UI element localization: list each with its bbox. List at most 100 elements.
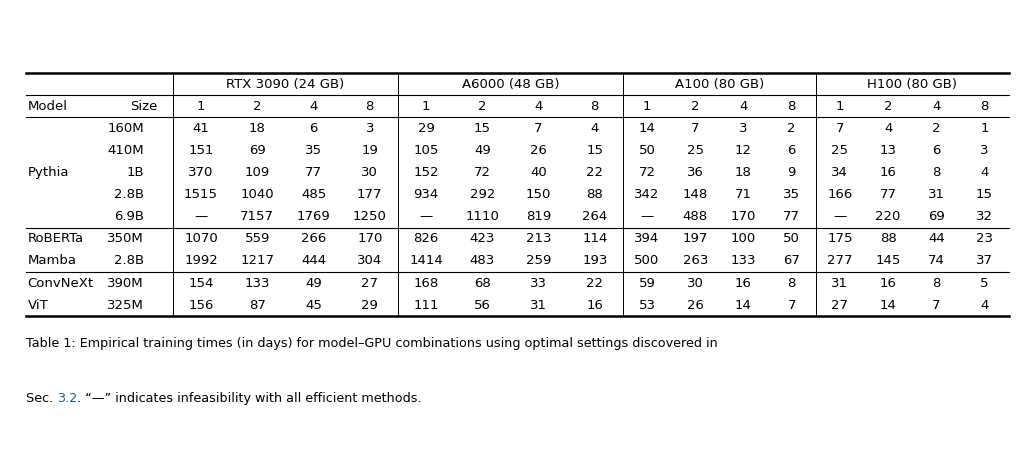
Text: 50: 50	[783, 232, 800, 245]
Text: 1414: 1414	[410, 254, 443, 268]
Text: 29: 29	[361, 299, 378, 312]
Text: 500: 500	[635, 254, 659, 268]
Text: 6: 6	[309, 122, 317, 135]
Text: 6: 6	[787, 144, 796, 157]
Text: 1769: 1769	[297, 211, 331, 223]
Text: 213: 213	[525, 232, 551, 245]
Text: —: —	[834, 211, 847, 223]
Text: 72: 72	[639, 166, 655, 179]
Text: 390M: 390M	[108, 277, 144, 290]
Text: 74: 74	[928, 254, 945, 268]
Text: 3: 3	[366, 122, 374, 135]
Text: 350M: 350M	[108, 232, 144, 245]
Text: 168: 168	[414, 277, 438, 290]
Text: 150: 150	[526, 188, 551, 201]
Text: 133: 133	[731, 254, 756, 268]
Text: 88: 88	[587, 188, 603, 201]
Text: 14: 14	[735, 299, 752, 312]
Text: 151: 151	[188, 144, 214, 157]
Text: 77: 77	[880, 188, 897, 201]
Text: 9: 9	[787, 166, 796, 179]
Text: A100 (80 GB): A100 (80 GB)	[675, 78, 764, 91]
Text: 114: 114	[582, 232, 607, 245]
Text: 826: 826	[414, 232, 438, 245]
Text: A6000 (48 GB): A6000 (48 GB)	[462, 78, 559, 91]
Text: 45: 45	[305, 299, 322, 312]
Text: 197: 197	[683, 232, 708, 245]
Text: 25: 25	[687, 144, 703, 157]
Text: 370: 370	[188, 166, 214, 179]
Text: 1: 1	[836, 100, 844, 113]
Text: 33: 33	[530, 277, 547, 290]
Text: 145: 145	[876, 254, 901, 268]
Text: 50: 50	[639, 144, 655, 157]
Text: 6.9B: 6.9B	[114, 211, 144, 223]
Text: 31: 31	[831, 277, 849, 290]
Text: 2: 2	[932, 122, 941, 135]
Text: 220: 220	[876, 211, 901, 223]
Text: 2.8B: 2.8B	[114, 254, 144, 268]
Text: 8: 8	[366, 100, 374, 113]
Text: 13: 13	[880, 144, 897, 157]
Text: 3: 3	[980, 144, 989, 157]
Text: 325M: 325M	[108, 299, 144, 312]
Text: 3: 3	[739, 122, 748, 135]
Text: 5: 5	[980, 277, 989, 290]
Text: 410M: 410M	[108, 144, 144, 157]
Text: 88: 88	[880, 232, 896, 245]
Text: 22: 22	[587, 277, 603, 290]
Text: 1: 1	[980, 122, 989, 135]
Text: 1: 1	[197, 100, 205, 113]
Text: 18: 18	[249, 122, 266, 135]
Text: 263: 263	[683, 254, 708, 268]
Text: 259: 259	[526, 254, 551, 268]
Text: 1040: 1040	[241, 188, 274, 201]
Text: . “—” indicates infeasibility with all efficient methods.: . “—” indicates infeasibility with all e…	[77, 392, 422, 405]
Text: 485: 485	[301, 188, 327, 201]
Text: 77: 77	[783, 211, 800, 223]
Text: 148: 148	[683, 188, 708, 201]
Text: 30: 30	[687, 277, 703, 290]
Text: 19: 19	[361, 144, 378, 157]
Text: 1217: 1217	[241, 254, 274, 268]
Text: 29: 29	[418, 122, 434, 135]
Text: 3.2: 3.2	[57, 392, 77, 405]
Text: 8: 8	[932, 277, 940, 290]
Text: 32: 32	[976, 211, 993, 223]
Text: 31: 31	[928, 188, 945, 201]
Text: 934: 934	[414, 188, 438, 201]
Text: 16: 16	[587, 299, 603, 312]
Text: Mamba: Mamba	[28, 254, 77, 268]
Text: 87: 87	[249, 299, 266, 312]
Text: 35: 35	[305, 144, 322, 157]
Text: 394: 394	[635, 232, 659, 245]
Text: 59: 59	[639, 277, 655, 290]
Text: 36: 36	[687, 166, 703, 179]
Text: Size: Size	[130, 100, 158, 113]
Text: —: —	[640, 211, 653, 223]
Text: 292: 292	[470, 188, 495, 201]
Text: 69: 69	[928, 211, 945, 223]
Text: 7: 7	[691, 122, 699, 135]
Text: 166: 166	[827, 188, 853, 201]
Text: 31: 31	[530, 299, 547, 312]
Text: 4: 4	[535, 100, 543, 113]
Text: 53: 53	[639, 299, 655, 312]
Text: 18: 18	[735, 166, 752, 179]
Text: 2: 2	[884, 100, 892, 113]
Text: 16: 16	[880, 277, 897, 290]
Text: 2: 2	[253, 100, 261, 113]
Text: 68: 68	[474, 277, 490, 290]
Text: 1B: 1B	[126, 166, 144, 179]
Text: 4: 4	[884, 122, 892, 135]
Text: 177: 177	[357, 188, 383, 201]
Text: 1250: 1250	[353, 211, 387, 223]
Text: 1110: 1110	[465, 211, 500, 223]
Text: 26: 26	[530, 144, 547, 157]
Text: 2: 2	[691, 100, 699, 113]
Text: 16: 16	[880, 166, 897, 179]
Text: 4: 4	[980, 166, 989, 179]
Text: 7: 7	[932, 299, 941, 312]
Text: 4: 4	[309, 100, 317, 113]
Text: 49: 49	[474, 144, 490, 157]
